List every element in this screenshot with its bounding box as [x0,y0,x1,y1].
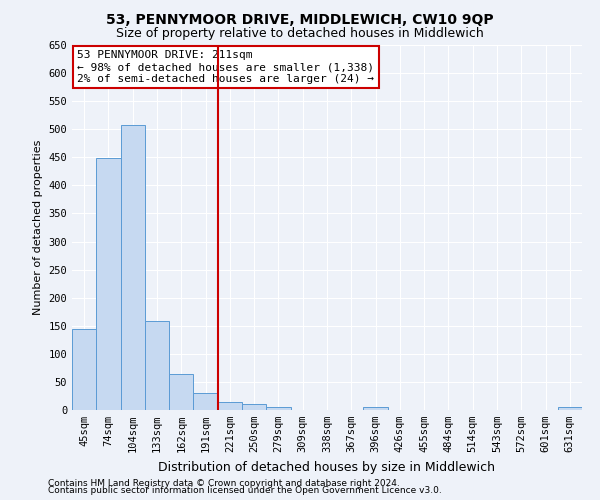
Bar [121,126,145,410]
Bar [72,328,96,410]
Bar [558,407,582,410]
Text: Contains public sector information licensed under the Open Government Licence v3: Contains public sector information licen… [48,486,442,495]
Text: 53, PENNYMOOR DRIVE, MIDDLEWICH, CW10 9QP: 53, PENNYMOOR DRIVE, MIDDLEWICH, CW10 9Q… [106,12,494,26]
Bar [242,404,266,410]
Y-axis label: Number of detached properties: Number of detached properties [33,140,43,315]
Bar [145,322,169,410]
Text: 53 PENNYMOOR DRIVE: 211sqm
← 98% of detached houses are smaller (1,338)
2% of se: 53 PENNYMOOR DRIVE: 211sqm ← 98% of deta… [77,50,374,84]
Text: Contains HM Land Registry data © Crown copyright and database right 2024.: Contains HM Land Registry data © Crown c… [48,478,400,488]
X-axis label: Distribution of detached houses by size in Middlewich: Distribution of detached houses by size … [158,460,496,473]
Bar [218,402,242,410]
Bar [364,407,388,410]
Text: Size of property relative to detached houses in Middlewich: Size of property relative to detached ho… [116,28,484,40]
Bar [193,393,218,410]
Bar [169,374,193,410]
Bar [96,158,121,410]
Bar [266,406,290,410]
